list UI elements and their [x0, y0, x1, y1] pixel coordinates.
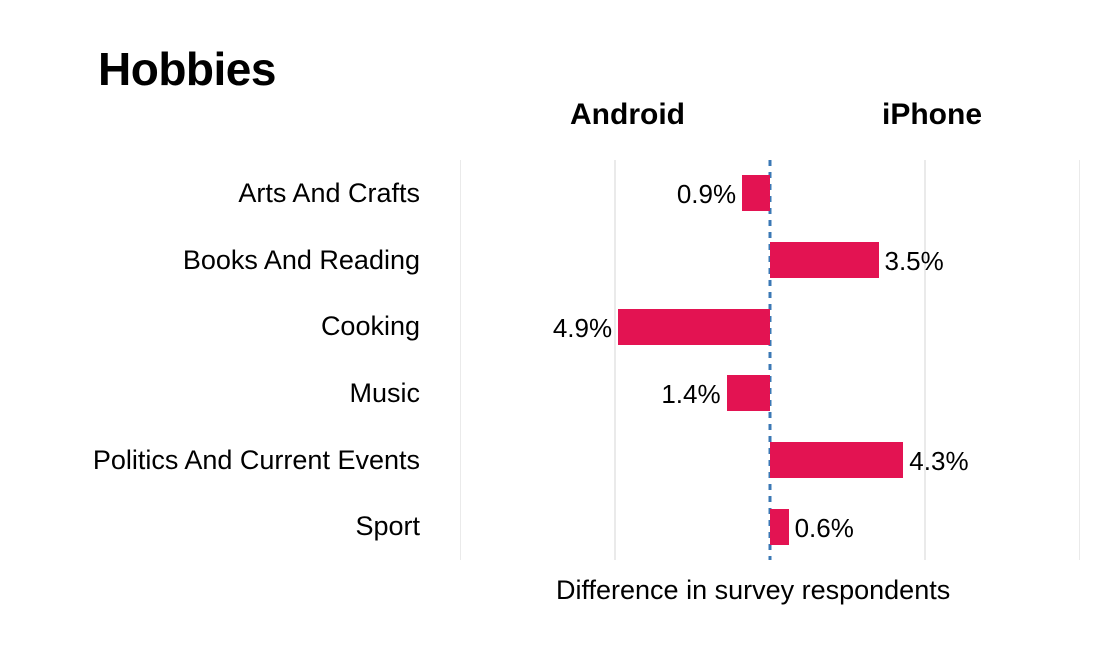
x-axis-label: Difference in survey respondents	[556, 575, 950, 606]
value-label: 4.3%	[909, 446, 968, 477]
bar	[770, 509, 789, 545]
category-label: Cooking	[0, 311, 420, 342]
diverging-bar-chart: Arts And Crafts0.9%Books And Reading3.5%…	[460, 160, 1080, 560]
value-label: 4.9%	[553, 313, 612, 344]
chart-row: Books And Reading3.5%	[460, 227, 1080, 294]
value-label: 0.6%	[795, 513, 854, 544]
bar	[727, 375, 770, 411]
page: Hobbies Android iPhone Arts And Crafts0.…	[0, 0, 1102, 648]
chart-row: Cooking4.9%	[460, 293, 1080, 360]
value-label: 1.4%	[661, 379, 720, 410]
category-label: Politics And Current Events	[0, 445, 420, 476]
category-label: Books And Reading	[0, 245, 420, 276]
chart-row: Politics And Current Events4.3%	[460, 427, 1080, 494]
chart-title: Hobbies	[98, 42, 276, 96]
category-label: Music	[0, 378, 420, 409]
bar	[770, 442, 903, 478]
value-label: 0.9%	[677, 179, 736, 210]
category-label: Sport	[0, 511, 420, 542]
chart-row: Music1.4%	[460, 360, 1080, 427]
column-header-right: iPhone	[882, 98, 982, 132]
category-label: Arts And Crafts	[0, 178, 420, 209]
chart-rows: Arts And Crafts0.9%Books And Reading3.5%…	[460, 160, 1080, 560]
bar	[770, 242, 879, 278]
bar	[618, 309, 770, 345]
value-label: 3.5%	[885, 246, 944, 277]
chart-row: Sport0.6%	[460, 493, 1080, 560]
column-header-left: Android	[570, 98, 685, 132]
chart-row: Arts And Crafts0.9%	[460, 160, 1080, 227]
bar	[742, 175, 770, 211]
